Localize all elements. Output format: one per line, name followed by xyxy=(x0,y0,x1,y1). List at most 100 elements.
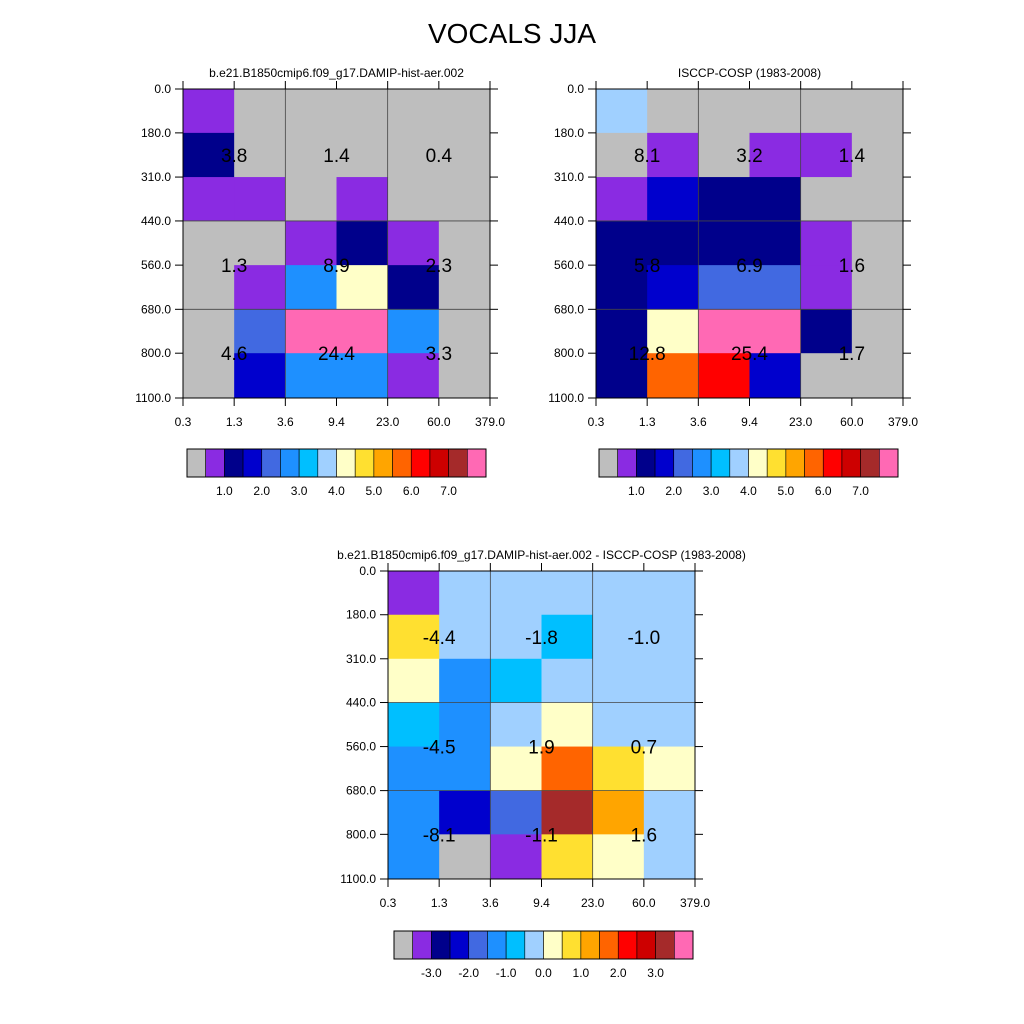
y-tick-label: 440.0 xyxy=(346,696,376,710)
colorbar-swatch xyxy=(804,448,824,478)
colorbar-swatch xyxy=(655,930,675,960)
heatmap-cell xyxy=(285,309,337,354)
x-tick-label: 3.6 xyxy=(690,415,707,429)
colorbar-swatch xyxy=(205,448,225,478)
heatmap-cell xyxy=(388,702,440,748)
y-tick-label: 1100.0 xyxy=(340,872,376,886)
heatmap-cell xyxy=(851,309,904,354)
colorbar-frame xyxy=(186,448,487,478)
heatmap-cell xyxy=(800,177,853,222)
colorbar-swatch xyxy=(487,930,507,960)
y-tick-label: 560.0 xyxy=(554,258,584,272)
heatmap-cell xyxy=(439,658,491,704)
heatmap-cell xyxy=(592,746,645,792)
y-tick-label: 0.0 xyxy=(359,564,376,578)
colorbar-swatch xyxy=(448,448,468,478)
heatmap-panel-2: ISCCP-COSP (1983-2008) 0.0 180.0 310.0 440.0… xyxy=(548,66,918,498)
colorbar-label: 2.0 xyxy=(665,484,682,498)
x-tick-label: 379.0 xyxy=(680,896,710,910)
heatmap-cell xyxy=(800,132,853,178)
heatmap-cell xyxy=(388,658,440,704)
heatmap-cell xyxy=(234,89,286,134)
colorbar-label: 5.0 xyxy=(366,484,383,498)
cell-annotation: -4.5 xyxy=(423,738,456,759)
x-tick-label: 60.0 xyxy=(840,415,864,429)
colorbar-swatch xyxy=(841,448,861,478)
heatmap-cell xyxy=(387,353,440,399)
cell-annotation: -1.0 xyxy=(627,628,660,649)
heatmap-cell xyxy=(439,790,491,835)
heatmap-cell xyxy=(800,353,853,399)
colorbar-swatch xyxy=(429,448,449,478)
panel-title: b.e21.B1850cmip6.f09_g17.DAMIP-hist-aer.… xyxy=(209,66,464,80)
heatmap-cell xyxy=(387,309,440,354)
colorbar-swatch xyxy=(636,930,656,960)
cell-annotation: 2.3 xyxy=(426,256,452,277)
heatmap-cell xyxy=(234,177,286,222)
heatmap-cell xyxy=(698,220,750,266)
heatmap-cell xyxy=(647,89,699,134)
y-tick-label: 440.0 xyxy=(141,214,171,228)
heatmap-cell xyxy=(851,132,904,178)
heatmap-cell xyxy=(698,132,750,178)
heatmap-cell xyxy=(592,702,645,748)
heatmap-cell xyxy=(387,220,440,266)
cell-annotation: 6.9 xyxy=(736,256,762,277)
colorbar-label: 1.0 xyxy=(573,966,590,980)
colorbar-label: 4.0 xyxy=(328,484,345,498)
colorbar-swatch xyxy=(654,448,675,478)
colorbar-swatch xyxy=(468,930,488,960)
colorbar-frame xyxy=(598,448,899,478)
colorbar-swatch xyxy=(748,448,768,478)
heatmap-cell xyxy=(438,265,491,310)
colorbar-swatch xyxy=(617,448,637,478)
colorbar-label: 3.0 xyxy=(291,484,308,498)
heatmap-cell xyxy=(800,265,853,310)
heatmap-cell xyxy=(438,220,491,266)
heatmap-cell xyxy=(438,132,491,178)
colorbar-label: -2.0 xyxy=(458,966,479,980)
y-tick-label: 680.0 xyxy=(554,302,584,316)
colorbar-swatch xyxy=(261,448,281,478)
y-tick-label: 1100.0 xyxy=(135,391,171,405)
cell-annotation: 1.6 xyxy=(839,256,865,277)
heatmap-cell xyxy=(647,309,699,354)
heatmap-cell xyxy=(800,309,853,354)
heatmap-cell xyxy=(439,746,491,792)
heatmap-cell xyxy=(851,265,904,310)
heatmap-cell xyxy=(592,834,645,880)
heatmap-cell xyxy=(183,177,235,222)
y-tick-label: 310.0 xyxy=(346,652,376,666)
heatmap-cell xyxy=(285,353,337,399)
y-tick-label: 800.0 xyxy=(346,827,376,841)
heatmap-cell xyxy=(387,177,440,222)
colorbar-swatch xyxy=(766,448,787,478)
heatmap-cell xyxy=(439,614,491,660)
heatmap-cell xyxy=(749,265,802,310)
heatmap-cell xyxy=(851,89,904,134)
heatmap-cell xyxy=(596,89,648,134)
heatmap-cell xyxy=(285,89,337,134)
x-tick-label: 9.4 xyxy=(533,896,550,910)
x-tick-label: 0.3 xyxy=(380,896,397,910)
heatmap-cell xyxy=(592,571,645,616)
heatmap-cell xyxy=(438,177,491,222)
heatmap-cell xyxy=(749,177,802,222)
heatmap-cell xyxy=(643,746,696,792)
colorbar-swatch xyxy=(336,448,356,478)
y-tick-label: 310.0 xyxy=(141,170,171,184)
heatmap-cell xyxy=(749,353,802,399)
y-tick-label: 180.0 xyxy=(141,126,171,140)
heatmap-cell xyxy=(234,265,286,310)
heatmap-cell xyxy=(490,746,542,792)
heatmap-panel-1: b.e21.B1850cmip6.f09_g17.DAMIP-hist-aer.… xyxy=(135,66,505,498)
heatmap-cell xyxy=(285,220,337,266)
heatmap-cell xyxy=(336,132,389,178)
heatmap-cell xyxy=(438,353,491,399)
colorbar-swatch xyxy=(561,930,582,960)
heatmap-cell xyxy=(541,746,594,792)
colorbar-swatch xyxy=(673,448,693,478)
heatmap-cell xyxy=(439,571,491,616)
cell-annotation: 25.4 xyxy=(731,344,768,365)
figure-title: VOCALS JJA xyxy=(427,18,597,49)
